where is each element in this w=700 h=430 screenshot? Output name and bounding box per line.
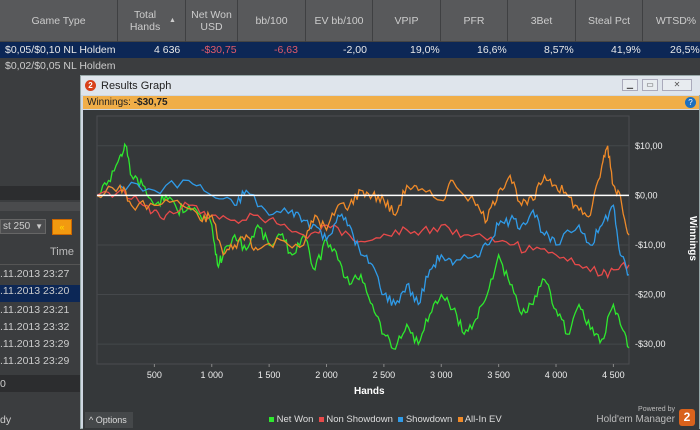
y-tick-label: $10,00 xyxy=(635,141,663,151)
col-label: Total Hands xyxy=(129,9,161,33)
filter-dropdown[interactable]: st 250 ▼ xyxy=(0,219,46,234)
powered-by-logo: Powered by Hold'em Manager xyxy=(596,406,675,425)
x-tick-label: 4 500 xyxy=(602,370,625,380)
footer-total: 0 xyxy=(0,375,80,392)
winnings-bar: Winnings: -$30,75 ? xyxy=(83,96,699,109)
time-header[interactable]: Time xyxy=(50,246,75,258)
y-axis-label: Winnings xyxy=(687,216,698,261)
x-tick-label: 3 000 xyxy=(430,370,453,380)
panel-divider xyxy=(0,186,80,200)
col-vpip[interactable]: VPIP xyxy=(373,0,441,42)
winnings-label: Winnings: xyxy=(87,97,131,108)
maximize-button[interactable]: ▭ xyxy=(642,79,658,91)
y-tick-label: -$30,00 xyxy=(635,339,666,349)
col-pfr[interactable]: PFR xyxy=(441,0,508,42)
x-tick-label: 4 000 xyxy=(545,370,568,380)
cell-net: -$30,75 xyxy=(201,44,237,56)
results-chart: $10,00 $0,00 -$10,00 -$20,00 -$30,00 500 1 000… xyxy=(96,115,698,397)
x-tick-label: 3 500 xyxy=(487,370,510,380)
list-item[interactable]: .11.2013 23:20 xyxy=(0,285,80,302)
options-button[interactable]: ^ Options xyxy=(85,412,133,428)
x-axis-label: Hands xyxy=(354,386,385,397)
table-row[interactable]: $0,02/$0,05 NL Holdem xyxy=(0,58,700,74)
series-net-won xyxy=(96,142,630,350)
y-tick-label: -$10,00 xyxy=(635,240,666,250)
list-item[interactable]: .11.2013 23:32 xyxy=(0,321,70,333)
cell-wtsd: 26,5% xyxy=(670,44,700,56)
legend-item-non-showdown[interactable]: Non Showdown xyxy=(318,414,393,425)
status-text: dy xyxy=(0,414,12,426)
cell-3bet: 8,57% xyxy=(544,44,574,56)
hm2-badge-icon: 2 xyxy=(679,409,695,426)
hm2-logo-icon: 2 xyxy=(85,80,96,91)
col-wtsd[interactable]: WTSD% xyxy=(643,0,700,42)
list-item[interactable]: .11.2013 23:29 xyxy=(0,355,70,367)
dialog-titlebar[interactable]: 2 Results Graph ▁ ▭ ✕ xyxy=(81,76,700,95)
options-label: Options xyxy=(95,415,127,425)
x-tick-label: 2 500 xyxy=(373,370,396,380)
cell-pfr: 16,6% xyxy=(477,44,507,56)
plot-frame xyxy=(96,115,630,365)
rewind-button[interactable]: « xyxy=(52,219,72,235)
dialog-title: Results Graph xyxy=(101,80,172,92)
x-tick-label: 500 xyxy=(147,370,162,380)
col-ev-bb100[interactable]: EV bb/100 xyxy=(306,0,373,42)
sort-asc-icon: ▲ xyxy=(169,17,176,24)
x-tick-label: 1 500 xyxy=(258,370,281,380)
y-tick-label: $0,00 xyxy=(635,190,658,200)
table-row[interactable]: $0,05/$0,10 NL Holdem 4 636 -$30,75 -6,6… xyxy=(0,42,700,58)
x-tick-label: 1 000 xyxy=(200,370,223,380)
results-graph-dialog: 2 Results Graph ▁ ▭ ✕ Winnings: -$30,75 … xyxy=(80,75,700,430)
series-allin-ev xyxy=(96,145,630,257)
cell-ev: -2,00 xyxy=(343,44,367,56)
cell-hands: 4 636 xyxy=(154,44,181,56)
legend-item-net-won[interactable]: Net Won xyxy=(269,414,313,425)
series-non-showdown xyxy=(96,189,630,280)
minimize-button[interactable]: ▁ xyxy=(622,79,638,91)
list-item[interactable]: .11.2013 23:27 xyxy=(0,268,70,280)
scrollbar[interactable] xyxy=(0,202,80,211)
sessions-panel: st 250 ▼ « Time .11.2013 23:27 .11.2013 2… xyxy=(0,74,80,429)
y-tick-label: -$20,00 xyxy=(635,290,666,300)
close-button[interactable]: ✕ xyxy=(662,79,692,91)
cell-vpip: 19,0% xyxy=(410,44,440,56)
list-item[interactable]: .11.2013 23:29 xyxy=(0,338,70,350)
x-tick-label: 2 000 xyxy=(315,370,338,380)
legend: Net Won Non Showdown Showdown All-In EV xyxy=(269,414,502,425)
col-steal-pct[interactable]: Steal Pct xyxy=(576,0,643,42)
series-showdown xyxy=(96,179,630,307)
col-net-won[interactable]: Net Won USD xyxy=(186,0,238,42)
filter-value: st 250 xyxy=(3,221,31,232)
list-item[interactable]: .11.2013 23:21 xyxy=(0,304,70,316)
winnings-value: -$30,75 xyxy=(133,97,168,108)
col-3bet[interactable]: 3Bet xyxy=(508,0,576,42)
legend-item-showdown[interactable]: Showdown xyxy=(398,414,452,425)
col-bb100[interactable]: bb/100 xyxy=(238,0,306,42)
cell-game: $0,02/$0,05 NL Holdem xyxy=(5,60,116,72)
grid-header: Game Type Total Hands ▲ Net Won USD bb/10… xyxy=(0,0,700,42)
cell-steal: 41,9% xyxy=(611,44,641,56)
col-game-type[interactable]: Game Type xyxy=(0,0,118,42)
cell-bb: -6,63 xyxy=(274,44,298,56)
cell-game: $0,05/$0,10 NL Holdem xyxy=(5,44,116,56)
legend-item-allin-ev[interactable]: All-In EV xyxy=(457,414,502,425)
help-icon[interactable]: ? xyxy=(685,97,696,108)
col-total-hands[interactable]: Total Hands ▲ xyxy=(118,0,186,42)
chevron-down-icon: ▼ xyxy=(35,222,43,231)
